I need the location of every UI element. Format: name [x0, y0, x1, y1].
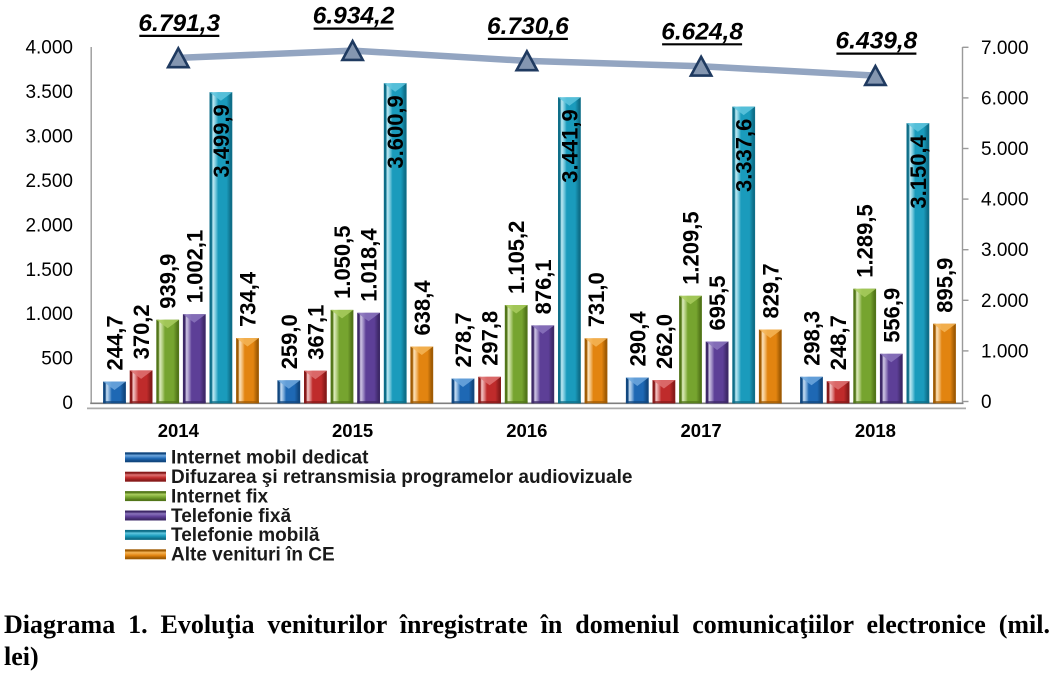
svg-text:1.289,5: 1.289,5	[853, 204, 878, 277]
svg-text:5.000: 5.000	[981, 139, 1029, 160]
svg-text:Internet mobil dedicat: Internet mobil dedicat	[171, 448, 369, 469]
svg-text:3.150,4: 3.150,4	[906, 134, 931, 208]
svg-text:7.000: 7.000	[981, 38, 1029, 59]
svg-text:2.000: 2.000	[25, 215, 73, 236]
svg-text:3.441,9: 3.441,9	[557, 109, 582, 182]
svg-text:876,1: 876,1	[531, 259, 556, 314]
svg-text:4.000: 4.000	[981, 190, 1029, 211]
svg-text:248,7: 248,7	[826, 315, 851, 370]
svg-text:1.018,4: 1.018,4	[357, 228, 382, 302]
svg-text:734,4: 734,4	[236, 271, 261, 327]
svg-text:829,7: 829,7	[758, 263, 783, 318]
svg-text:6.624,8: 6.624,8	[661, 18, 743, 45]
svg-text:244,7: 244,7	[103, 315, 128, 370]
svg-text:6.791,3: 6.791,3	[138, 10, 220, 37]
svg-text:1.050,5: 1.050,5	[330, 225, 355, 298]
svg-text:2.000: 2.000	[981, 291, 1029, 312]
svg-text:Telefonie fixă: Telefonie fixă	[171, 506, 291, 527]
svg-text:556,9: 556,9	[879, 288, 904, 343]
svg-text:4.000: 4.000	[25, 38, 73, 59]
svg-text:2017: 2017	[681, 420, 722, 441]
svg-text:1.000: 1.000	[981, 341, 1029, 362]
svg-text:638,4: 638,4	[410, 280, 435, 336]
svg-text:3.000: 3.000	[981, 240, 1029, 261]
svg-text:6.439,8: 6.439,8	[836, 28, 918, 55]
svg-text:Difuzarea şi retransmisia prog: Difuzarea şi retransmisia programelor au…	[171, 467, 632, 488]
svg-text:731,0: 731,0	[584, 272, 609, 327]
svg-text:500: 500	[41, 349, 73, 370]
svg-text:0: 0	[62, 393, 73, 414]
svg-text:1.002,1: 1.002,1	[182, 230, 207, 303]
svg-text:6.000: 6.000	[981, 88, 1029, 109]
svg-text:695,5: 695,5	[705, 275, 730, 330]
svg-text:1.105,2: 1.105,2	[504, 221, 529, 294]
svg-text:367,1: 367,1	[303, 305, 328, 360]
svg-text:297,8: 297,8	[478, 311, 503, 366]
svg-text:0: 0	[981, 392, 992, 413]
svg-text:939,9: 939,9	[156, 254, 181, 309]
svg-text:3.500: 3.500	[25, 82, 73, 103]
svg-text:3.337,6: 3.337,6	[732, 119, 757, 192]
svg-text:Telefonie mobilă: Telefonie mobilă	[171, 525, 320, 546]
svg-text:3.600,9: 3.600,9	[383, 95, 408, 168]
svg-text:1.000: 1.000	[25, 304, 73, 325]
svg-text:6.934,2: 6.934,2	[313, 3, 395, 30]
svg-text:3.499,9: 3.499,9	[209, 104, 234, 177]
svg-text:290,4: 290,4	[625, 311, 650, 367]
svg-text:2015: 2015	[332, 420, 373, 441]
svg-text:2018: 2018	[855, 420, 896, 441]
svg-text:298,3: 298,3	[800, 311, 825, 366]
svg-text:278,7: 278,7	[451, 312, 476, 367]
svg-text:Internet fix: Internet fix	[171, 486, 269, 507]
svg-text:6.730,6: 6.730,6	[487, 13, 569, 40]
svg-text:370,2: 370,2	[129, 304, 154, 359]
svg-text:3.000: 3.000	[25, 126, 73, 147]
svg-text:259,0: 259,0	[277, 314, 302, 369]
svg-text:895,9: 895,9	[933, 258, 958, 313]
svg-text:1.500: 1.500	[25, 260, 73, 281]
svg-text:1.209,5: 1.209,5	[679, 211, 704, 284]
svg-text:262,0: 262,0	[652, 314, 677, 369]
svg-text:2014: 2014	[158, 420, 200, 441]
svg-text:Alte venituri în CE: Alte venituri în CE	[171, 545, 335, 566]
svg-text:2.500: 2.500	[25, 171, 73, 192]
svg-text:2016: 2016	[506, 420, 547, 441]
